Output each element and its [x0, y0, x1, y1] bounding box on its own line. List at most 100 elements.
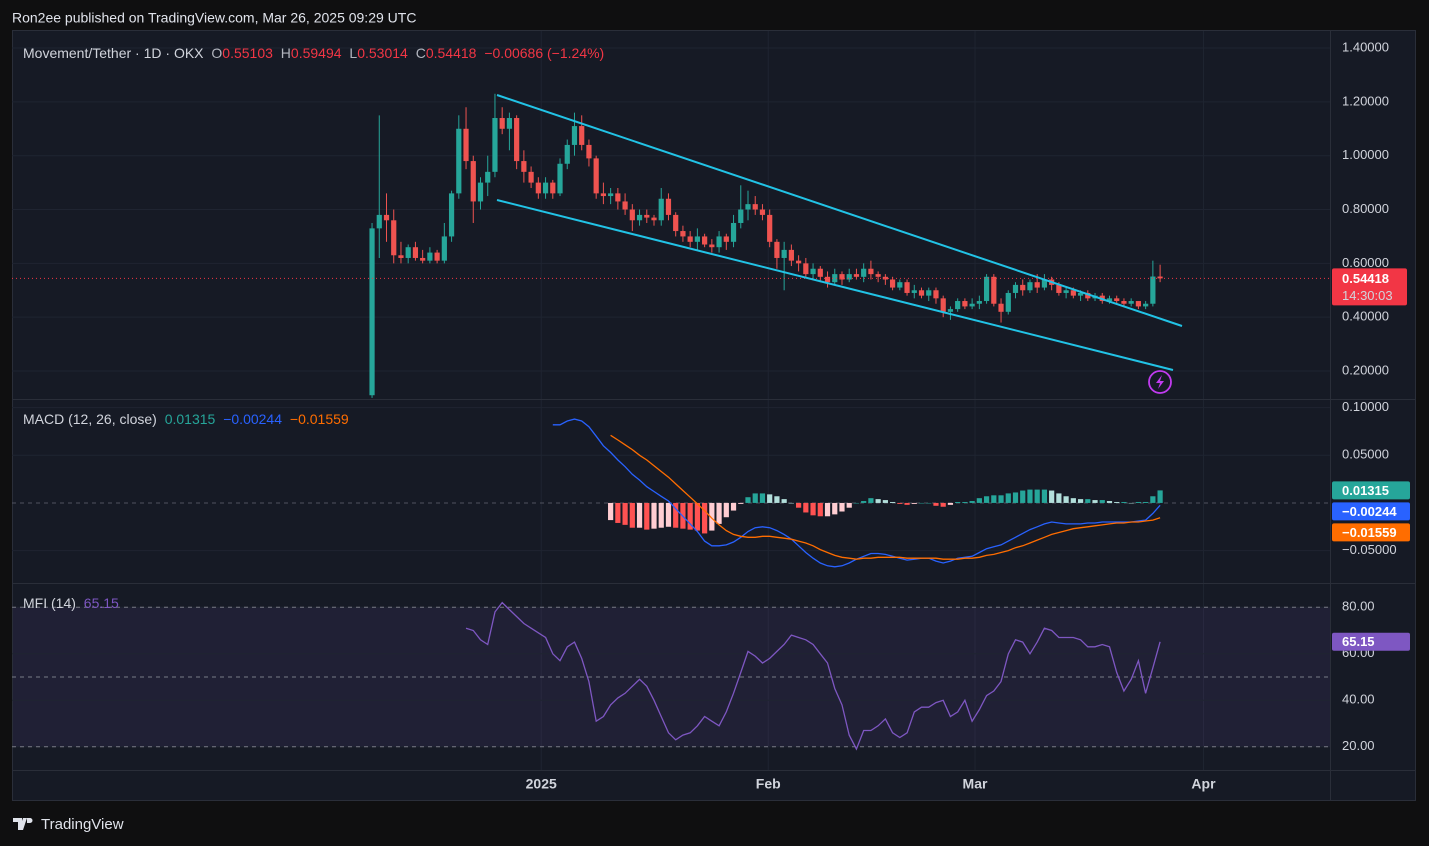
alert-circle[interactable] — [1148, 370, 1172, 394]
candle-body — [1106, 298, 1113, 302]
histogram-bar — [781, 499, 787, 503]
candle-body — [882, 276, 888, 280]
histogram-bar — [651, 502, 657, 529]
candle-body — [571, 126, 578, 145]
candle-body — [463, 128, 469, 162]
ohlc-value: 0.59494 — [291, 45, 342, 61]
candle-body — [694, 236, 700, 242]
candle-body — [448, 193, 455, 237]
histogram-bar — [803, 502, 809, 513]
candle-body — [839, 274, 845, 280]
x-tick-label: Apr — [1191, 776, 1216, 792]
histogram-bar — [1157, 490, 1163, 503]
histogram-bar — [933, 502, 939, 506]
histogram-bar — [644, 502, 650, 530]
y-tick-label: 1.20000 — [1342, 93, 1389, 108]
candle-body — [1143, 303, 1149, 307]
histogram-bar — [767, 494, 773, 503]
mfi-badge-bg — [1332, 632, 1410, 651]
candle-body — [796, 260, 802, 264]
alert-bolt[interactable] — [1156, 375, 1164, 389]
candle-body — [803, 263, 809, 275]
histogram-bar — [1077, 499, 1084, 503]
candle-body — [427, 252, 433, 261]
histogram-bar — [723, 502, 729, 518]
candle-body — [644, 214, 650, 218]
candle-body — [1114, 298, 1120, 302]
y-tick-label: 0.80000 — [1342, 201, 1389, 216]
histogram-bar — [622, 502, 628, 525]
histogram-bar — [629, 502, 635, 528]
candle-body — [622, 201, 628, 210]
histogram-bar — [861, 501, 867, 503]
macd-legend: MACD (12, 26, close) 0.01315 −0.00244 −0… — [23, 411, 349, 427]
histogram-bar — [1049, 490, 1055, 503]
candle-body — [391, 220, 397, 256]
legend-value: 65.15 — [84, 595, 119, 611]
histogram-bar — [752, 493, 758, 503]
y-tick-label: 1.00000 — [1342, 147, 1389, 162]
y-tick-label: 80.00 — [1342, 599, 1375, 614]
candle-body — [376, 214, 382, 229]
histogram-bar — [983, 496, 990, 503]
y-tick-label: 0.60000 — [1342, 255, 1389, 270]
candle-body — [579, 126, 585, 145]
histogram-bar — [1085, 499, 1091, 503]
histogram-bar — [1114, 501, 1120, 503]
candle-body — [636, 214, 643, 221]
candle-body — [651, 217, 657, 221]
candle-body — [658, 198, 664, 221]
alert-icon[interactable] — [1148, 370, 1172, 394]
histogram-bar — [846, 502, 852, 508]
histogram-bar — [636, 502, 643, 528]
brand-name: TradingView — [41, 816, 124, 833]
histogram-bar — [673, 502, 679, 528]
candle-body — [412, 247, 419, 258]
countdown: 14:30:03 — [1342, 288, 1393, 303]
macd-badge: −0.00244 — [1342, 504, 1397, 519]
candle-body — [810, 268, 816, 275]
mfi-line — [465, 601, 1161, 751]
candle-body — [1063, 290, 1069, 293]
y-tick-label: −0.05000 — [1342, 542, 1397, 557]
histogram-bar — [687, 502, 693, 530]
candle-body — [514, 118, 520, 162]
y-tick-label: 0.20000 — [1342, 362, 1389, 377]
legend-value: −0.01559 — [290, 411, 349, 427]
indicator-title: MACD (12, 26, close) — [23, 411, 157, 427]
y-tick-label: 0.05000 — [1342, 447, 1389, 462]
grid — [12, 31, 1330, 770]
candle-body — [369, 228, 375, 396]
histogram-bar — [918, 502, 925, 504]
histogram-bar — [839, 502, 845, 512]
candle-body — [1027, 282, 1033, 291]
candle-body — [1077, 292, 1084, 296]
candle-body — [586, 144, 592, 159]
ohlc-key: C — [416, 45, 426, 61]
candle-body — [738, 209, 744, 223]
histogram-bar — [788, 502, 794, 504]
macd-badge: 0.01315 — [1342, 483, 1389, 498]
histogram-bar — [824, 502, 831, 517]
ohlc-key: H — [281, 45, 291, 61]
candle-body — [535, 182, 541, 194]
candle-body — [485, 171, 491, 183]
signal-line — [610, 434, 1161, 560]
histogram-bar — [1063, 496, 1069, 503]
candle-body — [918, 290, 925, 296]
candle-body — [716, 236, 722, 248]
histogram-bar — [1099, 500, 1105, 503]
candle-body — [557, 163, 563, 194]
symbol: Movement/Tether · 1D · OKX — [23, 45, 204, 61]
histogram-bar — [991, 495, 997, 503]
candle-body — [759, 209, 766, 215]
candle-body — [969, 303, 975, 307]
histogram-bar — [1027, 489, 1033, 503]
candle-body — [665, 198, 672, 215]
candle-body — [456, 128, 462, 194]
histogram-bar — [1092, 500, 1098, 503]
mfi-badge: 65.15 — [1342, 634, 1375, 649]
candle-body — [1012, 284, 1019, 293]
